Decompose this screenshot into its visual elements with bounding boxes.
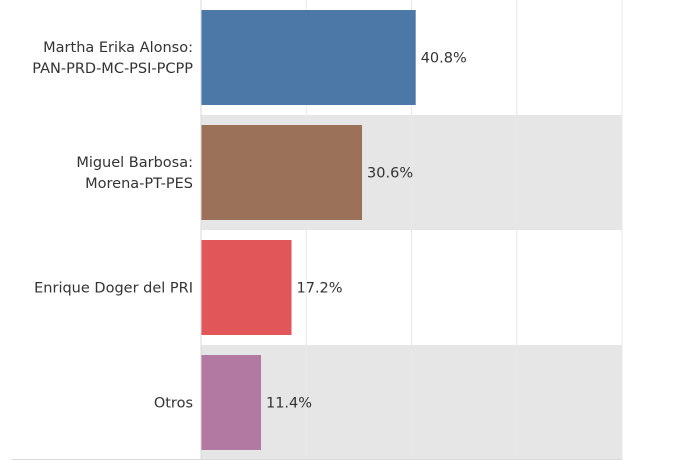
value-label: 17.2% [297,281,343,297]
value-label: 40.8% [421,51,467,67]
bar [201,10,416,105]
category-label: Martha Erika Alonso: PAN-PRD-MC-PSI-PCPP [32,40,193,77]
category-label: Miguel Barbosa: Morena-PT-PES [76,155,193,192]
value-labels: 40.8% 30.6% 17.2% 11.4% [266,51,467,412]
value-label: 11.4% [266,396,312,412]
bar [201,240,292,335]
category-label: Otros [154,396,193,412]
value-label: 30.6% [367,166,413,182]
bars [201,10,416,450]
category-label: Enrique Doger del PRI [34,281,193,297]
bar [201,125,363,220]
category-labels: Martha Erika Alonso: PAN-PRD-MC-PSI-PCPP M… [32,40,193,412]
bar [201,355,261,450]
